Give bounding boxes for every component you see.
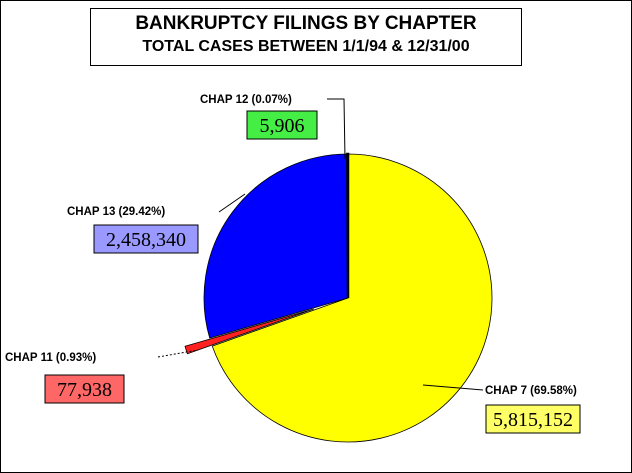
leader-line-chap-13 bbox=[218, 193, 246, 213]
leader-line-chap-12 bbox=[327, 98, 346, 160]
value-label-chap-13: 2,458,340 bbox=[106, 229, 186, 251]
title-box: BANKRUPTCY FILINGS BY CHAPTER TOTAL CASE… bbox=[90, 8, 522, 66]
slice-label-chap-13: CHAP 13 (29.42%) bbox=[67, 206, 165, 218]
value-box-chap-7 bbox=[485, 404, 581, 434]
value-box-chap-11 bbox=[44, 374, 125, 404]
chart-subtitle: TOTAL CASES BETWEEN 1/1/94 & 12/31/00 bbox=[142, 38, 470, 55]
value-label-chap-11: 77,938 bbox=[57, 379, 112, 401]
pie-slice-chap-12 bbox=[346, 152, 350, 299]
pie-slice-chap-11 bbox=[184, 308, 314, 355]
slice-label-chap-11: CHAP 11 (0.93%) bbox=[5, 352, 96, 364]
value-box-chap-12 bbox=[246, 110, 318, 140]
leader-line-chap-7 bbox=[422, 384, 484, 391]
value-box-chap-13 bbox=[93, 224, 199, 254]
value-label-chap-7: 5,815,152 bbox=[493, 409, 573, 431]
slice-label-chap-7: CHAP 7 (69.58%) bbox=[485, 385, 577, 397]
value-label-chap-12: 5,906 bbox=[260, 115, 305, 137]
pie-slice-chap-13 bbox=[203, 153, 349, 339]
pie-slice-chap-7 bbox=[211, 153, 493, 443]
chart-title: BANKRUPTCY FILINGS BY CHAPTER bbox=[135, 13, 477, 34]
leader-line-chap-11 bbox=[157, 349, 199, 358]
slice-label-chap-12: CHAP 12 (0.07%) bbox=[200, 94, 292, 106]
